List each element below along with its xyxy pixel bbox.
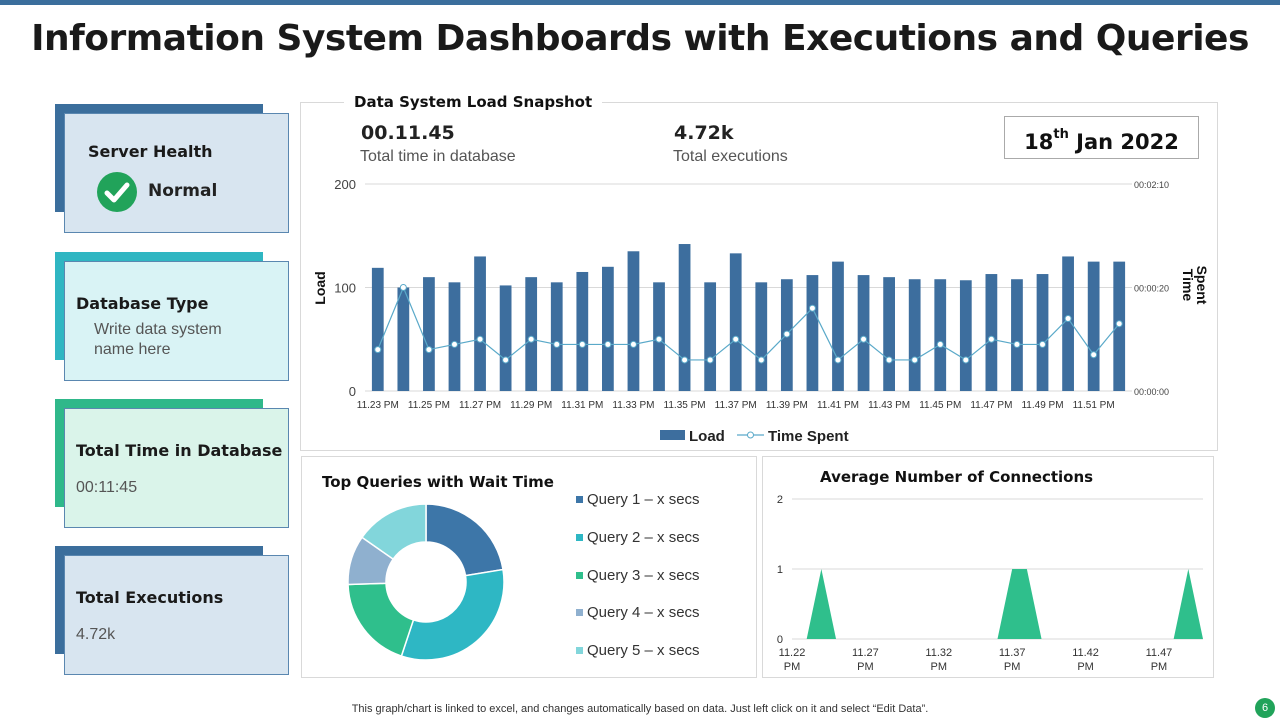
top-queries-panel[interactable]: Top Queries with Wait Time Query 1 – x s… [301,456,757,678]
top-accent-bar [0,0,1280,5]
x-tick-label: 11.42 PM [1072,647,1099,673]
legend-label: Query 5 – x secs [587,642,700,659]
card-body: Database Type Write data system name her… [64,261,289,381]
stat-time-value: 00.11.45 [361,122,455,144]
stat-exec-value: 4.72k [674,122,734,144]
legend-swatch [576,572,583,579]
database-type-value: Write data system name here [94,321,222,358]
legend-label: Query 3 – x secs [587,567,700,584]
server-health-label: Server Health [88,142,213,161]
legend-label: Query 2 – x secs [587,529,700,546]
load-snapshot-panel[interactable]: Data System Load Snapshot 00.11.45 Total… [300,93,1218,451]
check-circle-icon [97,172,137,212]
legend-swatch [576,534,583,541]
connections-area-chart[interactable]: 0 1 2 11.22 PM 11.27 PM 11.32 PM 11.37 PM 11.42 PM 11… [763,457,1213,677]
connections-area [792,569,1203,639]
x-tick-label: 11.22 PM [779,647,806,673]
legend-label: Query 4 – x secs [587,604,700,621]
stat-time-label: Total time in database [360,148,516,165]
date-month-year: Jan 2022 [1068,130,1179,154]
x-tick-label: 11.32 PM [925,647,952,673]
page-title: Information System Dashboards with Execu… [31,18,1249,59]
donut-slice-query-3 [347,582,415,657]
connections-title: Average Number of Connections [820,468,1094,486]
legend-swatch [576,647,583,654]
legend-swatch [576,609,583,616]
date-badge: 18th Jan 2022 [1004,116,1199,159]
x-tick-label: 11.47 PM [1146,647,1173,673]
x-tick-label: 11.27 PM [852,647,879,673]
legend-swatch [576,496,583,503]
date-suffix: th [1053,127,1069,142]
donut-slice-query-2 [400,568,505,661]
database-type-label: Database Type [76,294,209,313]
total-time-label: Total Time in Database [76,441,283,460]
y-tick-label: 2 [777,494,783,506]
date-day: 18 [1024,130,1054,154]
connections-panel[interactable]: Average Number of Connections 0 1 2 11.22 PM… [762,456,1214,678]
server-health-status: Normal [148,181,218,201]
y-tick-label: 0 [777,634,783,646]
y-tick-label: 1 [777,564,783,576]
stat-exec-label: Total executions [673,148,788,165]
total-time-value: 00:11:45 [76,479,138,496]
donut-slice-query-1 [425,503,504,577]
card-body: Total Executions 4.72k [64,555,289,675]
card-body: Server Health Normal [64,113,289,233]
total-executions-value: 4.72k [76,626,116,643]
queries-title: Top Queries with Wait Time [322,473,554,491]
card-body: Total Time in Database 00:11:45 [64,408,289,528]
donut-slice-query-5 [360,503,427,561]
snapshot-title: Data System Load Snapshot [344,93,603,111]
legend-label: Query 1 – x secs [587,491,700,508]
total-executions-label: Total Executions [76,588,224,607]
footnote: This graph/chart is linked to excel, and… [351,703,929,715]
page-number-badge: 6 [1255,698,1275,718]
queries-donut-chart[interactable] [336,492,516,672]
x-tick-label: 11.37 PM [999,647,1026,673]
